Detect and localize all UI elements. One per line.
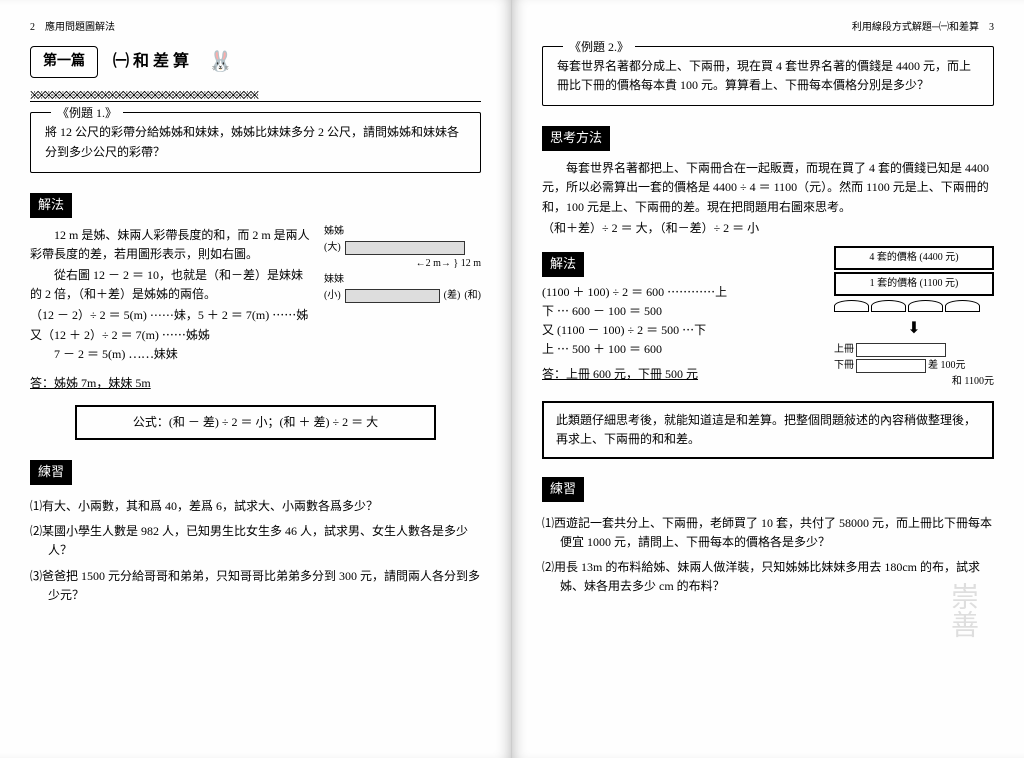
chapter-badge: 第一篇 bbox=[30, 46, 98, 78]
title-row: 第一篇 ㈠和差算 🐰 bbox=[30, 46, 481, 78]
arrow-down-icon: ⬇ bbox=[834, 316, 994, 342]
diagram-sister-small: 妹妹 bbox=[324, 274, 344, 285]
arc-3 bbox=[908, 300, 943, 312]
practice-q2: ⑵某國小學生人數是 982 人，已知男生比女生多 46 人，試求男、女生人數各是… bbox=[30, 522, 481, 560]
solution-text-2: 解法 (1100 ＋ 100) ÷ 2 ＝ 600 ⋯⋯⋯⋯上 下 ⋯ 600 … bbox=[542, 244, 824, 391]
grass-divider: ྿྿྿྿྿྿྿྿྿྿྿྿྿྿྿྿྿྿྿྿྿྿྿྿྿྿྿྿྿྿྿྿ bbox=[30, 86, 481, 102]
solution-row: 12 m 是姊、妹兩人彩帶長度的和，而 2 m 是兩人彩帶長度的差，若用圖形表示… bbox=[30, 224, 481, 307]
example-1-box: 《例題 1.》 將 12 公尺的彩帶分給姊姊和妹妹，姊姊比妹妹多分 2 公尺，請… bbox=[30, 112, 481, 172]
price-box-2: 1 套的價格 (1100 元) bbox=[834, 272, 994, 296]
diff-label: 差 100元 bbox=[928, 358, 966, 374]
solution-header-2: 解法 bbox=[542, 252, 584, 277]
section-title: ㈠和差算 bbox=[113, 49, 193, 75]
lower-label: 下冊 bbox=[834, 358, 854, 374]
example-2-box: 《例題 2.》 每套世界名著都分成上、下兩冊，現在買 4 套世界名著的價錢是 4… bbox=[542, 46, 994, 106]
example-1-label: 《例題 1.》 bbox=[51, 104, 123, 123]
solution2-c2: 下 ⋯ 600 － 100 ＝ 500 bbox=[542, 302, 824, 321]
solution-p2: 從右圖 12 － 2 ＝ 10，也就是（和－差）是妹妹的 2 倍，（和＋差）是姊… bbox=[30, 266, 314, 304]
diagram-sister-big: 姊姊 bbox=[324, 226, 344, 237]
solution2-c1: (1100 ＋ 100) ÷ 2 ＝ 600 ⋯⋯⋯⋯上 bbox=[542, 283, 824, 302]
practice2-q1: ⑴西遊記一套共分上、下兩冊，老師買了 10 套，共付了 58000 元，而上冊比… bbox=[542, 514, 994, 552]
arc-1 bbox=[834, 300, 869, 312]
arc-2 bbox=[871, 300, 906, 312]
thinking-p1: 每套世界名著都把上、下兩冊合在一起販賣，而現在買了 4 套的價錢已知是 4400… bbox=[542, 159, 994, 217]
page-header: 2 應用問題圖解法 bbox=[30, 20, 481, 36]
diagram-sum-label: (和) bbox=[464, 288, 481, 304]
bar-small bbox=[345, 289, 440, 303]
right-page: 利用線段方式解題─㈠和差算 3 《例題 2.》 每套世界名著都分成上、下兩冊，現… bbox=[512, 0, 1024, 758]
watermark: 崇善 bbox=[939, 582, 984, 638]
solution-c3: 7 － 2 ＝ 5(m) ⋯⋯妹妹 bbox=[30, 345, 481, 364]
price-diagram: 4 套的價格 (4400 元) 1 套的價格 (1100 元) ⬇ 上冊 下冊 … bbox=[834, 244, 994, 390]
left-page: 2 應用問題圖解法 第一篇 ㈠和差算 🐰 ྿྿྿྿྿྿྿྿྿྿྿྿྿྿྿྿྿྿྿… bbox=[0, 0, 512, 758]
diagram-big: (大) bbox=[324, 240, 341, 256]
bunny-icon: 🐰 bbox=[208, 46, 233, 78]
solution-c2: 又（12 ＋ 2）÷ 2 ＝ 7(m) ⋯⋯姊姊 bbox=[30, 326, 481, 345]
practice-header-2: 練習 bbox=[542, 477, 584, 502]
solution-row-2: 解法 (1100 ＋ 100) ÷ 2 ＝ 600 ⋯⋯⋯⋯上 下 ⋯ 600 … bbox=[542, 244, 994, 391]
solution-answer: 答：姊姊 7m，妹妹 5m bbox=[30, 374, 481, 393]
sum-label: 和 1100元 bbox=[834, 374, 994, 390]
diagram-diff-label: (差) bbox=[444, 288, 461, 304]
tip-box: 此類題仔細思考後，就能知道這是和差算。把整個問題敍述的內容稍做整理後，再求上、下… bbox=[542, 401, 994, 459]
solution-text: 12 m 是姊、妹兩人彩帶長度的和，而 2 m 是兩人彩帶長度的差，若用圖形表示… bbox=[30, 224, 314, 307]
solution2-c4: 上 ⋯ 500 ＋ 100 ＝ 600 bbox=[542, 340, 824, 359]
bar-big bbox=[345, 241, 465, 255]
example-2-text: 每套世界名著都分成上、下兩冊，現在買 4 套世界名著的價錢是 4400 元，而上… bbox=[557, 57, 979, 95]
diagram-diff: 2 m bbox=[426, 258, 441, 269]
upper-label: 上冊 bbox=[834, 342, 854, 358]
lower-bar bbox=[856, 359, 926, 373]
diagram-sum: 12 m bbox=[461, 258, 481, 269]
bar-diagram: 姊姊 (大) ←2 m→ } 12 m 妹妹 (小) (差) (和) bbox=[324, 224, 481, 304]
upper-bar bbox=[856, 343, 946, 357]
arc-4 bbox=[945, 300, 980, 312]
solution-c1: （12 － 2）÷ 2 ＝ 5(m) ⋯⋯妹，5 ＋ 2 ＝ 7(m) ⋯⋯姊 bbox=[30, 306, 481, 325]
diagram-small: (小) bbox=[324, 288, 341, 304]
example-1-text: 將 12 公尺的彩帶分給姊姊和妹妹，姊姊比妹妹多分 2 公尺，請問姊姊和妹妹各分… bbox=[45, 123, 466, 161]
formula-box: 公式：(和 － 差) ÷ 2 ＝ 小；(和 ＋ 差) ÷ 2 ＝ 大 bbox=[75, 405, 436, 440]
example-2-label: 《例題 2.》 bbox=[563, 38, 635, 57]
think-header: 思考方法 bbox=[542, 126, 610, 151]
practice-header: 練習 bbox=[30, 460, 72, 485]
practice2-q2: ⑵用長 13m 的布料給姊、妹兩人做洋裝，只知姊姊比妹妹多用去 180cm 的布… bbox=[542, 558, 994, 596]
solution-p1: 12 m 是姊、妹兩人彩帶長度的和，而 2 m 是兩人彩帶長度的差，若用圖形表示… bbox=[30, 226, 314, 264]
practice-q3: ⑶爸爸把 1500 元分給哥哥和弟弟，只知哥哥比弟弟多分到 300 元，請問兩人… bbox=[30, 567, 481, 605]
solution-header: 解法 bbox=[30, 193, 72, 218]
thinking-p2: （和＋差）÷ 2 ＝ 大，（和－差）÷ 2 ＝ 小 bbox=[542, 219, 994, 238]
price-box-1: 4 套的價格 (4400 元) bbox=[834, 246, 994, 270]
solution2-answer: 答：上冊 600 元，下冊 500 元 bbox=[542, 365, 824, 384]
page-header-right: 利用線段方式解題─㈠和差算 3 bbox=[542, 20, 994, 36]
practice-q1: ⑴有大、小兩數，其和爲 40，差爲 6，試求大、小兩數各爲多少？ bbox=[30, 497, 481, 516]
solution2-c3: 又 (1100 － 100) ÷ 2 ＝ 500 ⋯下 bbox=[542, 321, 824, 340]
